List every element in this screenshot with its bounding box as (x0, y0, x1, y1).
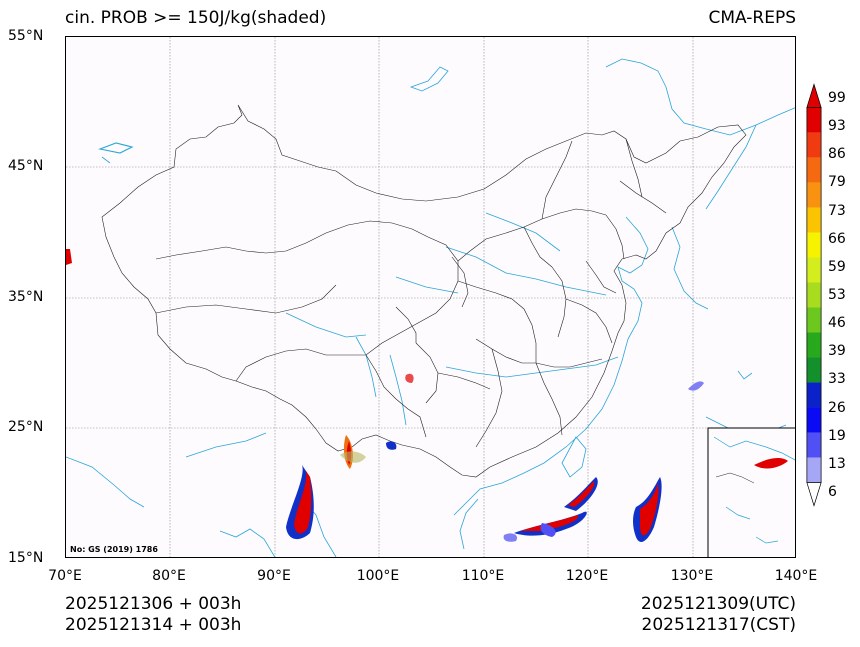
x-tick-label: 140°E (774, 568, 818, 584)
gridlines (66, 37, 795, 557)
x-tick-label: 100°E (356, 568, 400, 584)
init-time-block: 2025121306 + 003h 2025121314 + 003h (65, 594, 241, 636)
y-tick-label: 35°N (8, 289, 44, 305)
colorbar-extend-top (806, 83, 822, 108)
south-china-sea-inset (707, 427, 795, 557)
map-area: No: GS (2019) 1786 (65, 36, 796, 558)
colorbar-label: 6 (828, 483, 837, 500)
colorbar-extend-bottom (806, 482, 822, 507)
valid-time-block: 2025121309(UTC) 2025121317(CST) (641, 594, 796, 636)
valid-time-utc: 2025121309(UTC) (640, 594, 796, 614)
colorbar-label: 13 (828, 455, 846, 472)
x-tick-label: 90°E (257, 568, 291, 584)
colorbar-segment (806, 157, 822, 183)
x-tick-label: 70°E (48, 568, 82, 584)
colorbar-label: 99 (828, 90, 846, 107)
colorbar-label: 66 (828, 230, 846, 247)
y-tick-label: 15°N (8, 550, 44, 566)
map-approval-number: No: GS (2019) 1786 (70, 545, 158, 554)
inset-borders (715, 472, 755, 484)
x-tick-label: 120°E (565, 568, 609, 584)
x-tick-label: 130°E (670, 568, 714, 584)
colorbar-segment (806, 357, 822, 383)
y-tick-label: 45°N (8, 158, 44, 174)
colorbar-segment (806, 232, 822, 258)
colorbar-label: 53 (828, 287, 846, 303)
colorbar-segment (806, 332, 822, 358)
colorbar-segment (806, 207, 822, 233)
colorbar-label: 19 (828, 427, 846, 444)
map-canvas (66, 37, 795, 557)
coastlines (66, 58, 795, 557)
colorbar-label: 86 (828, 146, 846, 163)
init-time-cst: 2025121314 + 003h (65, 615, 242, 635)
colorbar-label: 93 (828, 118, 846, 135)
colorbar-segment (806, 257, 822, 283)
x-tick-label: 80°E (152, 568, 186, 584)
colorbar-label: 46 (828, 315, 846, 332)
colorbar-segment (806, 407, 822, 433)
y-tick-label: 55°N (8, 28, 44, 44)
model-name: CMA-REPS (708, 8, 796, 28)
colorbar-label: 59 (828, 258, 846, 275)
x-tick-label: 110°E (461, 568, 505, 584)
admin-borders (101, 104, 747, 478)
probability-shading (66, 249, 704, 542)
map-title: cin. PROB >= 150J/kg(shaded) (65, 8, 327, 28)
colorbar-label: 73 (828, 202, 846, 219)
colorbar-label: 39 (828, 343, 846, 360)
colorbar-segment (806, 282, 822, 308)
colorbar-label: 33 (828, 371, 846, 388)
inset-coastlines (713, 436, 795, 544)
colorbar-segment (806, 107, 822, 133)
init-time-utc: 2025121306 + 003h (65, 594, 242, 614)
colorbar-label: 79 (828, 174, 846, 191)
colorbar-segment (806, 132, 822, 158)
colorbar-segment (806, 182, 822, 208)
colorbar-segment (806, 307, 822, 333)
colorbar (806, 83, 822, 507)
colorbar-segment (806, 457, 822, 483)
colorbar-label: 26 (828, 399, 846, 416)
y-tick-label: 25°N (8, 419, 44, 435)
colorbar-segment (806, 432, 822, 458)
inset-shading (754, 458, 788, 469)
valid-time-cst: 2025121317(CST) (641, 615, 796, 635)
colorbar-segment (806, 382, 822, 408)
